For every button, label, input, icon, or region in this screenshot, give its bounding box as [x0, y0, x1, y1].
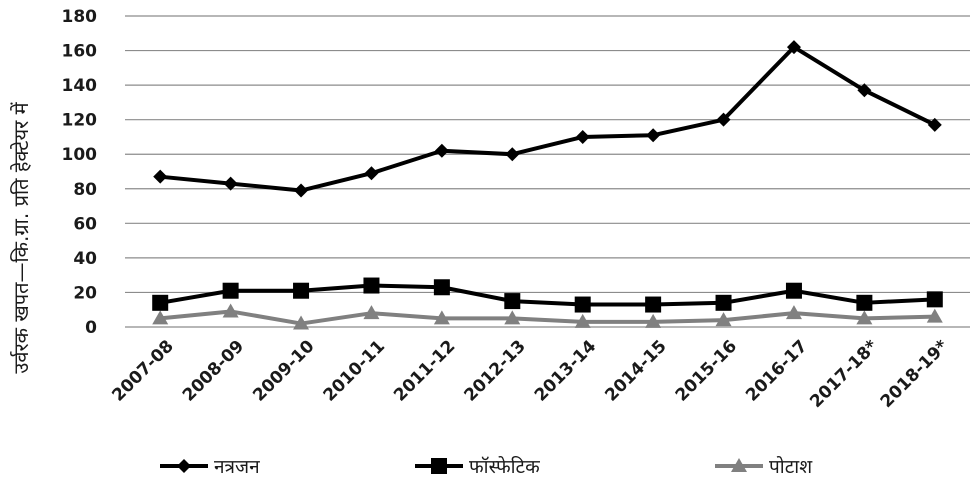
legend-item: पोटाश: [715, 455, 813, 478]
legend-label: पोटाश: [769, 455, 813, 478]
data-point: [575, 129, 590, 144]
legend-item: फॉस्फेटिक: [415, 455, 540, 478]
y-tick-label: 60: [73, 214, 97, 234]
data-point: [152, 294, 169, 311]
series-square: [152, 277, 943, 313]
series-line: [160, 45, 936, 193]
legend-label: नत्रजन: [214, 456, 260, 478]
series-line: [159, 283, 935, 307]
x-tick-label: 2016-17: [742, 336, 811, 405]
data-point: [222, 303, 239, 318]
x-tick-label: 2015-16: [672, 336, 741, 405]
x-tick-label: 2009-10: [249, 336, 318, 405]
data-point: [857, 83, 872, 98]
data-point: [785, 282, 802, 299]
x-tick-label: 2018-19*: [877, 336, 953, 412]
data-point: [785, 305, 802, 320]
data-point: [645, 313, 662, 328]
data-point: [363, 305, 380, 320]
y-tick-label: 100: [62, 145, 98, 165]
data-point: [505, 147, 520, 162]
x-tick-label: 2007-08: [108, 336, 177, 405]
y-axis-label: उर्वरक खपत—कि.ग्रा. प्रति हेक्टेयर में: [9, 101, 33, 373]
x-axis-ticks: 2007-08 2008-09 2009-10 2010-11 2011-12 2012-…: [108, 336, 952, 412]
series-layer: [152, 40, 943, 330]
y-tick-label: 80: [73, 180, 97, 200]
y-tick-label: 0: [85, 318, 97, 338]
y-axis-ticks: 0 20 40 60 80 100 120 140 160 180: [62, 7, 98, 338]
data-point: [574, 313, 591, 328]
legend-label: फॉस्फेटिक: [469, 455, 540, 478]
legend-marker: [177, 459, 191, 473]
y-tick-label: 140: [62, 76, 98, 96]
data-point: [222, 282, 239, 299]
data-point: [646, 128, 661, 143]
x-tick-label: 2008-09: [179, 336, 248, 405]
data-point: [715, 312, 732, 327]
data-point: [504, 293, 521, 310]
x-tick-label: 2011-12: [390, 336, 459, 405]
data-point: [293, 282, 310, 299]
legend-item: नत्रजन: [160, 456, 260, 478]
data-point: [153, 169, 168, 184]
data-point: [504, 310, 521, 325]
series-triangle: [152, 303, 943, 330]
x-tick-label: 2012-13: [461, 336, 530, 405]
data-point: [434, 143, 449, 158]
y-tick-label: 180: [62, 7, 98, 27]
y-tick-label: 120: [62, 111, 98, 131]
data-point: [786, 40, 801, 55]
data-point: [926, 291, 943, 308]
legend-marker: [731, 458, 747, 472]
x-tick-label: 2017-18*: [806, 336, 882, 412]
data-point: [716, 112, 731, 127]
gridlines: [125, 15, 970, 328]
data-point: [223, 176, 238, 191]
series-diamond: [153, 40, 942, 198]
data-point: [363, 277, 380, 294]
x-tick-label: 2014-15: [601, 336, 670, 405]
data-point: [856, 294, 873, 311]
data-point: [645, 296, 662, 313]
data-point: [715, 294, 732, 311]
data-point: [293, 315, 310, 330]
data-point: [433, 279, 450, 296]
y-tick-label: 20: [73, 283, 97, 303]
x-tick-label: 2010-11: [320, 336, 389, 405]
legend-marker: [431, 458, 447, 474]
series-line: [160, 309, 935, 326]
data-point: [927, 117, 942, 132]
data-point: [926, 308, 943, 323]
legend: नत्रजन फॉस्फेटिक पोटाश: [160, 455, 813, 478]
y-tick-label: 160: [62, 42, 98, 62]
data-point: [364, 166, 379, 181]
data-point: [294, 183, 309, 198]
x-tick-label: 2013-14: [531, 336, 600, 405]
data-point: [856, 310, 873, 325]
data-point: [574, 296, 591, 313]
data-point: [152, 310, 169, 325]
y-tick-label: 40: [73, 249, 97, 269]
data-point: [433, 310, 450, 325]
